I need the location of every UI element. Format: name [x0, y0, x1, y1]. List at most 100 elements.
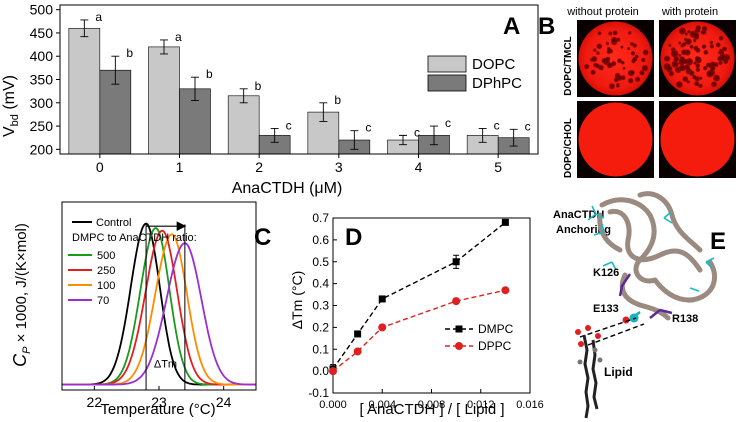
residue-label-e133: E133 [593, 303, 619, 315]
significance-letter: c [286, 118, 292, 132]
lipid-molecule [575, 325, 603, 419]
fit-line [332, 221, 506, 370]
lipid-domain [682, 42, 687, 47]
lipid-domain [685, 38, 692, 45]
lipid-domain [689, 44, 694, 49]
fit-line [332, 289, 506, 372]
x-tick-label: 24 [216, 394, 232, 410]
error-bar [160, 39, 168, 55]
error-bar [350, 130, 359, 150]
lipid-domain [628, 78, 634, 84]
lipid-domain [605, 56, 610, 62]
panel-d-letter: D [345, 224, 362, 251]
data-point [452, 258, 460, 266]
x-tick-label: 2 [255, 159, 263, 175]
lipid-domain [720, 57, 725, 61]
x-tick-label: 0.012 [467, 399, 495, 411]
x-tick-label: 0.000 [319, 399, 347, 411]
lipid-domain [678, 64, 686, 72]
lipid-domain [695, 25, 701, 31]
lipid-domain [699, 76, 703, 80]
lipid-domain [678, 27, 686, 35]
error-bar [399, 134, 407, 146]
significance-letter: c [445, 116, 451, 130]
lipid-domain [693, 61, 697, 65]
lipid-domain [693, 39, 697, 43]
data-point [353, 347, 362, 356]
significance-letter: b [334, 93, 341, 107]
micrograph-domains-with [663, 25, 731, 89]
lipid-domain [709, 40, 714, 45]
panel-a-ylabel: Vbd (mV) [1, 75, 21, 137]
lipid-domain [718, 60, 723, 65]
lipid-domain [591, 56, 598, 62]
y-tick-label: 200 [30, 141, 54, 157]
panel-a-bar-chart: a b a b b c b c c c c c 0 1 2 3 4 5 200 250 300 350 400 450 500… [1, 2, 539, 197]
col-label-with-protein: with protein [661, 6, 718, 18]
bar [227, 95, 260, 155]
thermogram-curve [62, 242, 256, 386]
error-bar [509, 128, 518, 147]
panel-c-legend: Control DMPC to AnaCTDH ratio: 500 250 100 70 [68, 217, 197, 307]
lipid-domain [611, 61, 617, 67]
lipid-domain [682, 76, 689, 82]
panel-c-thermogram: ΔTm 22 23 24 CP × 1000, J/(K×mol) Temperat… [10, 201, 271, 418]
lipid-domain [634, 76, 641, 82]
lipid-label: Lipid [604, 365, 633, 379]
lipid-domain [686, 80, 690, 84]
lipid-domain [678, 58, 686, 66]
lipid-domain [606, 49, 611, 55]
residue-label-r138: R138 [672, 313, 698, 325]
plot-frame [332, 217, 531, 394]
significance-letter: b [255, 79, 262, 93]
x-tick-label: 22 [87, 394, 103, 410]
lipid-domain [711, 81, 717, 88]
lipid-domain [685, 57, 694, 66]
lipid-domain [640, 71, 645, 76]
lipid-domain [722, 46, 727, 52]
error-bar [478, 127, 487, 143]
significance-letter: b [126, 46, 133, 60]
error-bar [270, 127, 279, 143]
panel-c-ylabel: CP × 1000, J/(K×mol) [10, 223, 33, 367]
lipid-domain [666, 64, 671, 68]
lipid-domain [693, 32, 700, 38]
panel-e-structure: E AnaCTDH Anchoring K126 E133 R [553, 191, 726, 419]
panel-a-bars: a b a b b c b c c c c c [68, 10, 531, 155]
lipid-domain [590, 69, 596, 75]
y-tick-label: 400 [30, 48, 54, 64]
lipid-domain [671, 60, 679, 68]
delta-tm-label: ΔTm [154, 359, 177, 371]
panel-d-scatter: -0.1 0.0 0.1 0.2 0.3 0.4 0.5 0.6 0.7 0.000 0.004 0.… [289, 211, 544, 418]
legend-label-control: Control [96, 217, 131, 229]
lipid-domain [663, 55, 671, 62]
y-tick-label: 0.3 [312, 299, 329, 313]
structure-title-line2: Anchoring [556, 224, 611, 236]
lipid-domain [605, 41, 610, 46]
data-point [452, 297, 461, 306]
legend-label: 70 [97, 295, 109, 307]
lipid-domain [709, 68, 714, 73]
y-tick-label: 0.0 [312, 364, 329, 378]
lipid-domain [641, 64, 649, 72]
lipid-domain [668, 43, 672, 47]
lipid-domain [620, 60, 625, 65]
lipid-domain [681, 49, 687, 56]
panel-d-legend: DMPC DPPC [445, 322, 514, 353]
lipid-domain [713, 74, 720, 82]
lipid-domain [723, 58, 729, 64]
panel-d-ylabel: ΔTm (°C) [289, 271, 305, 330]
lipid-domain [630, 51, 636, 56]
row-label-dopc-tmcl: DOPC/TMCL [563, 36, 574, 95]
lipid-domain [676, 81, 683, 88]
lipid-domain [709, 44, 714, 49]
lipid-domain [596, 43, 603, 50]
significance-letter: c [494, 118, 500, 132]
lipid-domain [632, 56, 638, 62]
significance-letter: c [414, 125, 420, 139]
lipid-domain [701, 44, 707, 49]
lipid-domain [611, 36, 618, 44]
lipid-domain [606, 46, 611, 51]
data-point [378, 295, 386, 303]
